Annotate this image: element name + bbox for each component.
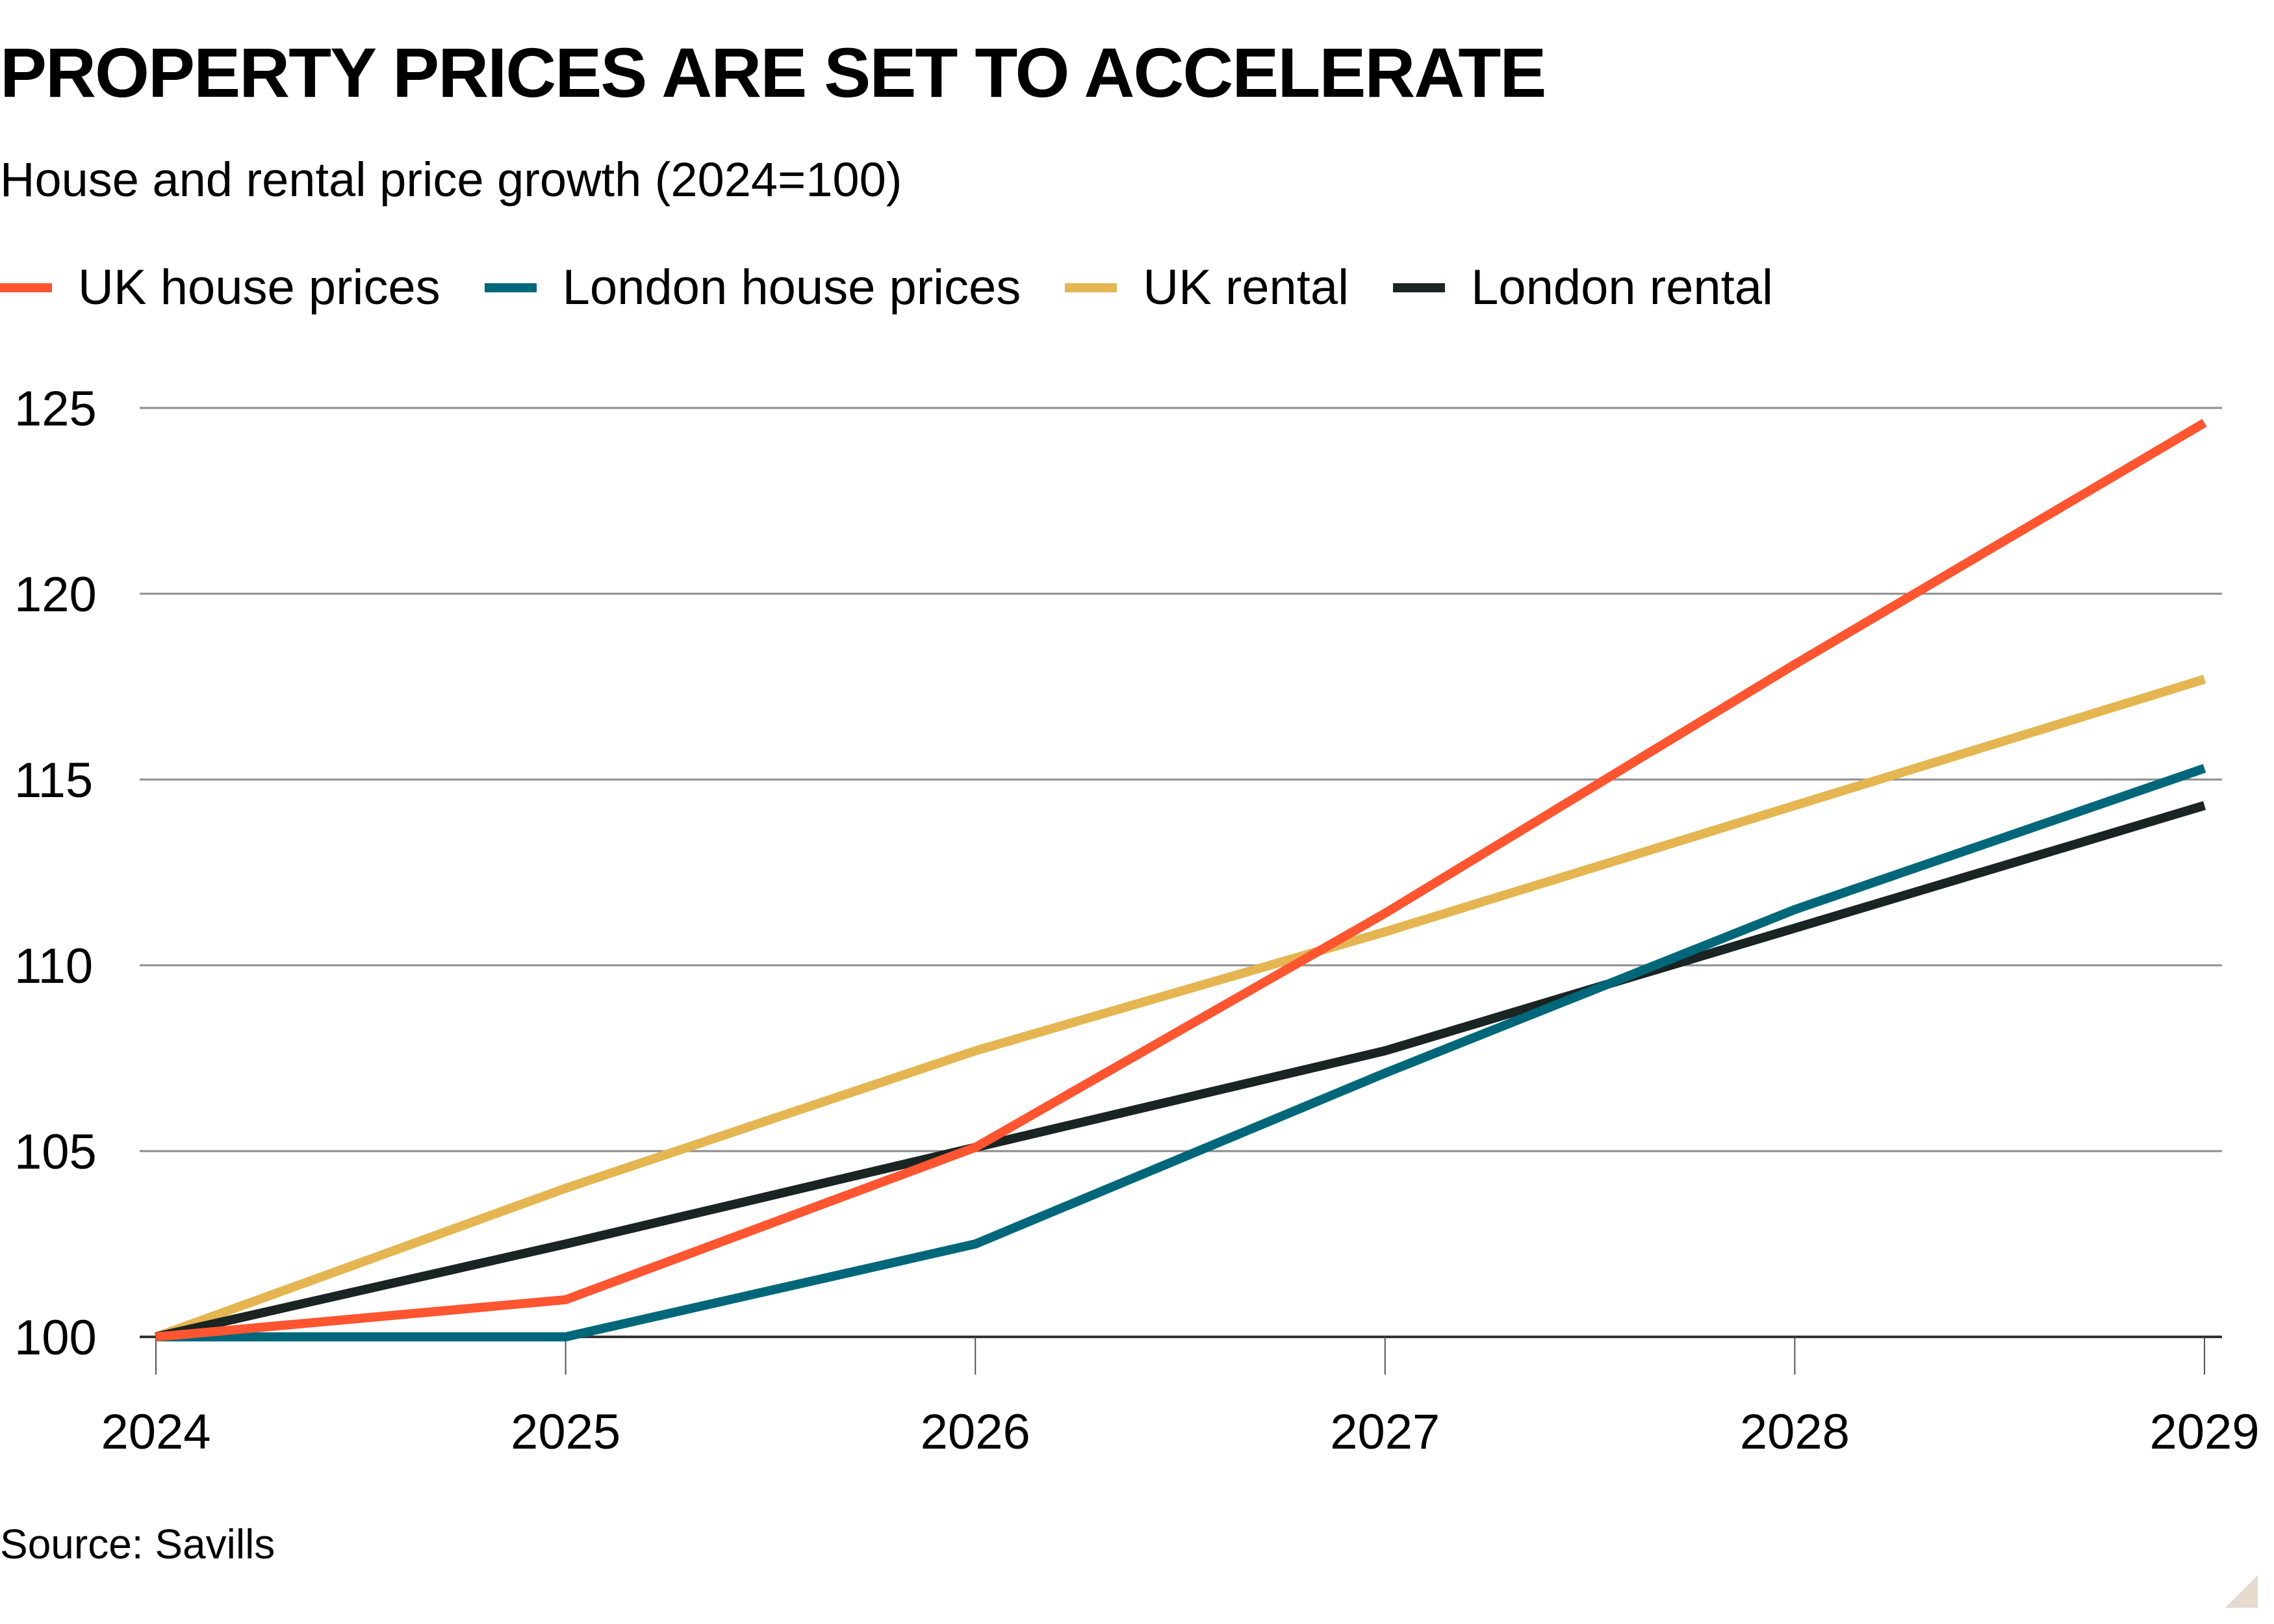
legend-item-uk-rental: UK rental bbox=[1065, 263, 1349, 312]
x-tick-label: 2026 bbox=[921, 1404, 1030, 1460]
legend-swatch-icon bbox=[0, 283, 52, 292]
legend-label: London house prices bbox=[562, 260, 1021, 315]
legend-swatch-icon bbox=[484, 283, 537, 292]
legend-label: UK rental bbox=[1143, 260, 1349, 315]
legend-label: UK house prices bbox=[78, 260, 441, 315]
y-axis-labels: 100 105 110 115 120 125 bbox=[14, 381, 97, 1365]
series-lines bbox=[154, 418, 2207, 1341]
y-tick-label: 100 bbox=[14, 1310, 97, 1365]
series-line-london-rental bbox=[155, 801, 2206, 1341]
x-tick-label: 2028 bbox=[1740, 1404, 1850, 1460]
x-tick-label: 2025 bbox=[511, 1404, 620, 1460]
chart-subtitle: House and rental price growth (2024=100) bbox=[0, 153, 902, 207]
legend-item-london-house-prices: London house prices bbox=[484, 260, 1021, 315]
y-tick-label: 105 bbox=[14, 1124, 97, 1180]
legend-swatch-icon bbox=[1393, 283, 1446, 292]
series-line-london-house-prices bbox=[156, 764, 2206, 1341]
y-tick-label: 120 bbox=[14, 567, 97, 622]
series-line-uk-house-prices bbox=[155, 418, 2207, 1341]
corner-triangle-icon bbox=[2225, 1575, 2258, 1608]
x-axis: 2024 2025 2026 2027 2028 2029 bbox=[101, 1337, 2260, 1460]
y-tick-label: 110 bbox=[14, 939, 93, 994]
y-tick-label: 125 bbox=[14, 381, 97, 437]
source-note: Source: Savills bbox=[0, 1521, 275, 1567]
y-tick-label: 115 bbox=[14, 753, 93, 808]
x-tick-label: 2029 bbox=[2149, 1404, 2259, 1460]
chart-title: PROPERTY PRICES ARE SET TO ACCELERATE bbox=[0, 33, 1546, 112]
legend-item-uk-house-prices: UK house prices bbox=[0, 263, 441, 312]
legend-item-london-rental: London rental bbox=[1393, 263, 1773, 312]
legend-label: London rental bbox=[1471, 260, 1773, 315]
series-line-uk-rental bbox=[154, 674, 2206, 1341]
legend: UK house prices London house prices UK r… bbox=[0, 263, 1817, 312]
legend-swatch-icon bbox=[1065, 283, 1118, 292]
x-tick-label: 2027 bbox=[1330, 1404, 1440, 1460]
x-tick-label: 2024 bbox=[101, 1404, 211, 1460]
